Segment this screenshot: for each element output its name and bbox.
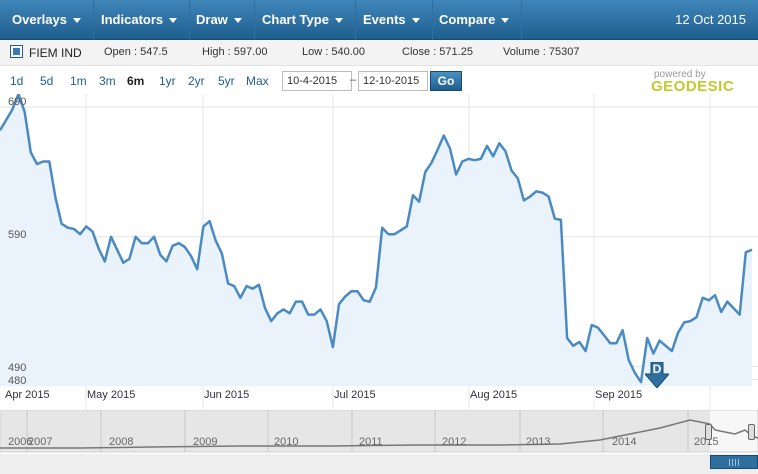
price-line: [0, 94, 753, 384]
navigator-year-label: 2006: [8, 436, 33, 448]
menu-bar: [0, 0, 758, 40]
chevron-down-icon: [501, 18, 510, 24]
navigator-year-label: 2011: [359, 436, 383, 448]
navigator-year-label: 2007: [28, 436, 53, 448]
high-value: High : 597.00: [202, 46, 268, 58]
range-2yr[interactable]: 2yr: [188, 74, 205, 88]
x-tick-label: Jul 2015: [334, 389, 376, 401]
price-chart[interactable]: [0, 94, 758, 410]
range-1d[interactable]: 1d: [10, 74, 24, 88]
navigator-year-label: 2010: [274, 436, 299, 448]
indicators-label: Indicators: [101, 12, 164, 27]
chevron-down-icon: [334, 18, 343, 24]
range-1m[interactable]: 1m: [70, 74, 87, 88]
date-separator: –: [350, 74, 357, 86]
from-date-input[interactable]: [282, 71, 352, 91]
low-value: Low : 540.00: [302, 46, 365, 58]
events-label: Events: [363, 12, 406, 27]
powered-by-text: powered by: [654, 69, 706, 80]
range-3m[interactable]: 3m: [99, 74, 116, 88]
navigator-year-label: 2013: [526, 436, 551, 448]
indicators-menu[interactable]: Indicators: [89, 0, 191, 40]
open-value: Open : 547.5: [104, 46, 168, 58]
navigator-year-label: 2014: [612, 436, 637, 448]
navigator-year-label: 2015: [694, 436, 719, 448]
chevron-down-icon: [411, 18, 420, 24]
compare-label: Compare: [439, 12, 496, 27]
price-chart-svg: [0, 94, 758, 410]
chart-type-menu[interactable]: Chart Type: [250, 0, 356, 40]
price-area-fill: [0, 94, 752, 386]
compare-menu[interactable]: Compare: [427, 0, 523, 40]
chevron-down-icon: [169, 18, 178, 24]
x-tick-label: Aug 2015: [470, 389, 518, 401]
x-tick-label: May 2015: [87, 389, 136, 401]
dividend-event-marker[interactable]: D: [645, 362, 669, 388]
navigator-left-handle[interactable]: [705, 424, 712, 440]
range-1yr[interactable]: 1yr: [159, 74, 176, 88]
geodesic-logo: GEODESIC: [651, 78, 735, 95]
navigator-year-label: 2008: [109, 436, 134, 448]
x-tick-label: Jun 2015: [204, 389, 250, 401]
events-menu[interactable]: Events: [351, 0, 433, 40]
y-tick-label: 690: [8, 96, 27, 108]
overlays-menu[interactable]: Overlays: [0, 0, 94, 40]
symbol-name: FIEM IND: [29, 46, 82, 60]
range-5yr[interactable]: 5yr: [218, 74, 235, 88]
current-date: 12 Oct 2015: [675, 12, 746, 27]
navigator-right-handle[interactable]: [748, 424, 755, 440]
close-value: Close : 571.25: [402, 46, 473, 58]
arrow-down-icon: [645, 362, 669, 388]
chevron-down-icon: [72, 18, 81, 24]
overlays-label: Overlays: [12, 12, 67, 27]
navigator-svg: [0, 410, 758, 474]
navigator-year-label: 2009: [193, 436, 218, 448]
event-marker-label: D: [652, 362, 662, 376]
x-tick-label: Apr 2015: [5, 389, 50, 401]
y-tick-label: 590: [8, 229, 27, 241]
volume-value: Volume : 75307: [503, 46, 580, 58]
quote-bar: [0, 40, 758, 66]
range-max[interactable]: Max: [246, 74, 269, 88]
y-tick-label: 480: [8, 375, 27, 387]
navigator[interactable]: [0, 410, 758, 474]
chevron-down-icon: [233, 18, 242, 24]
to-date-input[interactable]: [358, 71, 428, 91]
go-button[interactable]: Go: [430, 71, 462, 91]
chart-type-label: Chart Type: [262, 12, 329, 27]
navigator-year-label: 2012: [442, 436, 467, 448]
draw-menu[interactable]: Draw: [184, 0, 255, 40]
series-color-swatch[interactable]: [10, 45, 23, 58]
navigator-scrollbar-thumb[interactable]: [710, 455, 758, 469]
x-tick-label: Sep 2015: [595, 389, 643, 401]
range-6m[interactable]: 6m: [127, 74, 145, 88]
draw-label: Draw: [196, 12, 228, 27]
y-tick-label: 490: [8, 362, 27, 374]
range-5d[interactable]: 5d: [40, 74, 54, 88]
